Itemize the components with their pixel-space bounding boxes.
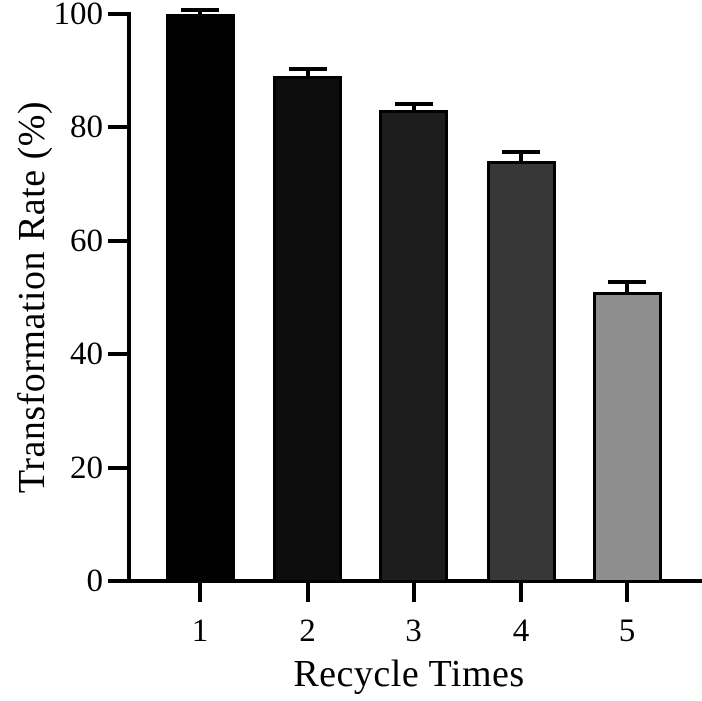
y-tick <box>108 12 127 16</box>
y-tick <box>108 238 127 243</box>
error-bar-stem <box>625 282 629 300</box>
y-tick-label: 80 <box>70 109 103 146</box>
bar <box>592 291 662 583</box>
bar <box>486 161 556 583</box>
bar <box>379 110 448 583</box>
y-tick-label: 100 <box>53 0 104 32</box>
y-tick-label: 0 <box>86 563 104 599</box>
error-bar-cap <box>181 8 219 13</box>
error-bar-cap <box>394 101 433 106</box>
y-tick-label: 20 <box>70 449 103 486</box>
x-tick <box>625 583 629 602</box>
error-bar-cap <box>288 66 327 71</box>
x-tick-label: 1 <box>191 613 209 649</box>
y-tick <box>108 465 127 470</box>
x-axis-title: Recycle Times <box>293 653 525 695</box>
x-tick <box>198 583 202 602</box>
y-tick <box>108 579 127 583</box>
x-tick-label: 4 <box>512 613 530 649</box>
error-bar-cap <box>502 150 540 155</box>
x-tick <box>305 583 310 602</box>
x-tick <box>519 583 523 602</box>
y-tick <box>108 352 127 357</box>
error-bar-cap <box>608 279 646 284</box>
x-tick <box>411 583 416 602</box>
y-tick-label: 40 <box>70 336 103 373</box>
y-tick-label: 60 <box>70 222 103 259</box>
bar <box>273 76 342 583</box>
x-tick-label: 3 <box>405 613 422 649</box>
x-tick-label: 5 <box>618 613 636 649</box>
bar <box>165 14 235 583</box>
y-axis-line <box>127 12 131 583</box>
y-tick <box>108 125 127 130</box>
x-tick-label: 2 <box>299 613 316 649</box>
